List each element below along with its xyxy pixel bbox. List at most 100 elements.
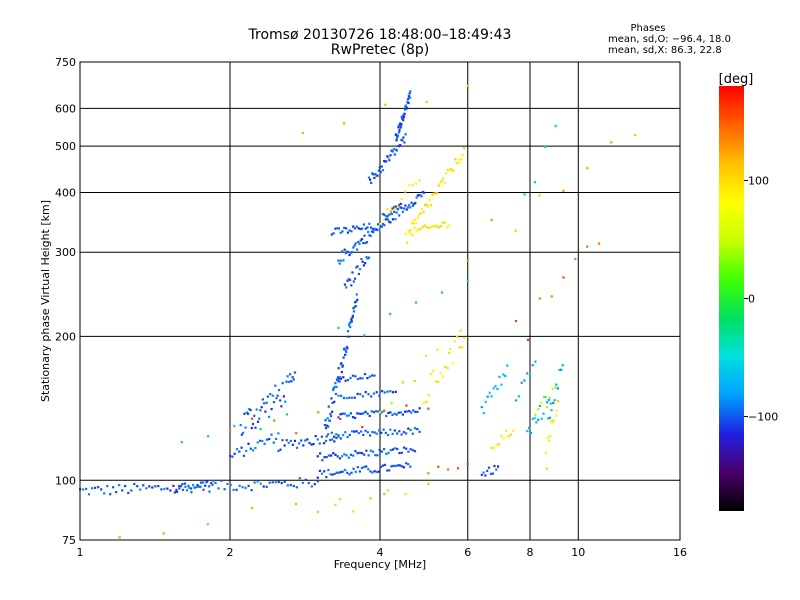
data-point [238, 450, 241, 453]
data-point [480, 473, 483, 476]
data-point [547, 398, 550, 402]
data-point [407, 230, 410, 233]
data-point [316, 438, 319, 441]
data-point [366, 257, 369, 260]
data-point [336, 227, 339, 230]
data-point [408, 96, 412, 99]
data-point [363, 373, 367, 376]
data-point [330, 454, 333, 457]
data-point [361, 426, 364, 429]
data-point [554, 125, 557, 128]
data-point [399, 202, 402, 205]
data-point [337, 367, 340, 370]
data-point [333, 435, 336, 438]
data-point [407, 463, 410, 466]
data-point [275, 397, 278, 400]
data-point [383, 409, 386, 412]
data-point [339, 363, 342, 366]
data-point [157, 485, 160, 488]
data-point [436, 348, 439, 351]
data-point [389, 411, 392, 414]
y-tick-label: 500 [55, 140, 76, 153]
data-point [366, 412, 369, 415]
data-point [355, 293, 358, 296]
data-point [356, 378, 359, 381]
data-point [369, 178, 372, 181]
x-tick-label: 10 [571, 546, 585, 559]
data-point [353, 430, 356, 433]
x-tick-label: 16 [673, 546, 687, 559]
data-point [376, 410, 380, 413]
data-point [337, 416, 340, 419]
data-point [172, 484, 175, 487]
data-point [295, 486, 298, 489]
data-point [363, 234, 366, 237]
data-point [372, 411, 375, 414]
data-point [407, 184, 410, 187]
data-point [354, 450, 357, 453]
data-point [555, 383, 558, 386]
data-point [190, 491, 193, 494]
data-point [360, 238, 364, 241]
data-point [339, 376, 342, 379]
data-point [384, 431, 387, 434]
data-point [181, 488, 185, 491]
data-point [177, 484, 181, 487]
data-point [427, 394, 430, 397]
data-point [379, 411, 382, 414]
data-point [449, 168, 452, 171]
data-point [344, 353, 347, 356]
data-point [266, 395, 269, 398]
data-point [362, 242, 365, 245]
data-point [409, 90, 412, 93]
data-point [354, 242, 357, 245]
data-point [366, 226, 369, 229]
data-point [375, 391, 378, 394]
data-point [562, 276, 565, 279]
data-point [416, 410, 419, 413]
data-point [375, 228, 378, 231]
data-point [526, 338, 530, 341]
data-point [562, 189, 565, 192]
data-point [366, 431, 369, 434]
data-point [124, 484, 127, 488]
data-point [515, 320, 518, 323]
data-point [437, 465, 440, 468]
data-point [408, 204, 411, 207]
data-point [173, 491, 176, 494]
data-point [207, 435, 210, 438]
data-point [276, 394, 279, 397]
data-point [341, 230, 344, 233]
data-point [385, 160, 388, 163]
data-point [247, 412, 250, 415]
data-point [314, 435, 317, 438]
data-point [396, 134, 400, 137]
data-point [379, 223, 382, 226]
data-point [373, 176, 376, 180]
data-point [382, 218, 385, 221]
data-point [421, 208, 424, 211]
data-point [306, 438, 309, 441]
colorbar-ticks: 100 0 −100 [744, 174, 778, 424]
data-point [457, 158, 460, 161]
data-point [353, 244, 356, 247]
data-point [184, 485, 187, 488]
data-point [429, 226, 432, 229]
data-point [274, 481, 277, 484]
data-point [265, 438, 268, 441]
data-point [390, 402, 393, 405]
data-point [229, 483, 232, 486]
data-point [206, 523, 209, 526]
data-point [413, 226, 416, 229]
data-point [448, 169, 451, 172]
data-point [327, 425, 330, 428]
data-point [312, 443, 315, 446]
data-point [422, 210, 425, 213]
data-point [401, 210, 404, 213]
data-point [350, 471, 353, 474]
data-point [127, 491, 130, 495]
data-point [380, 431, 383, 434]
data-point [395, 211, 398, 214]
data-point [334, 227, 337, 230]
data-point [356, 412, 359, 415]
